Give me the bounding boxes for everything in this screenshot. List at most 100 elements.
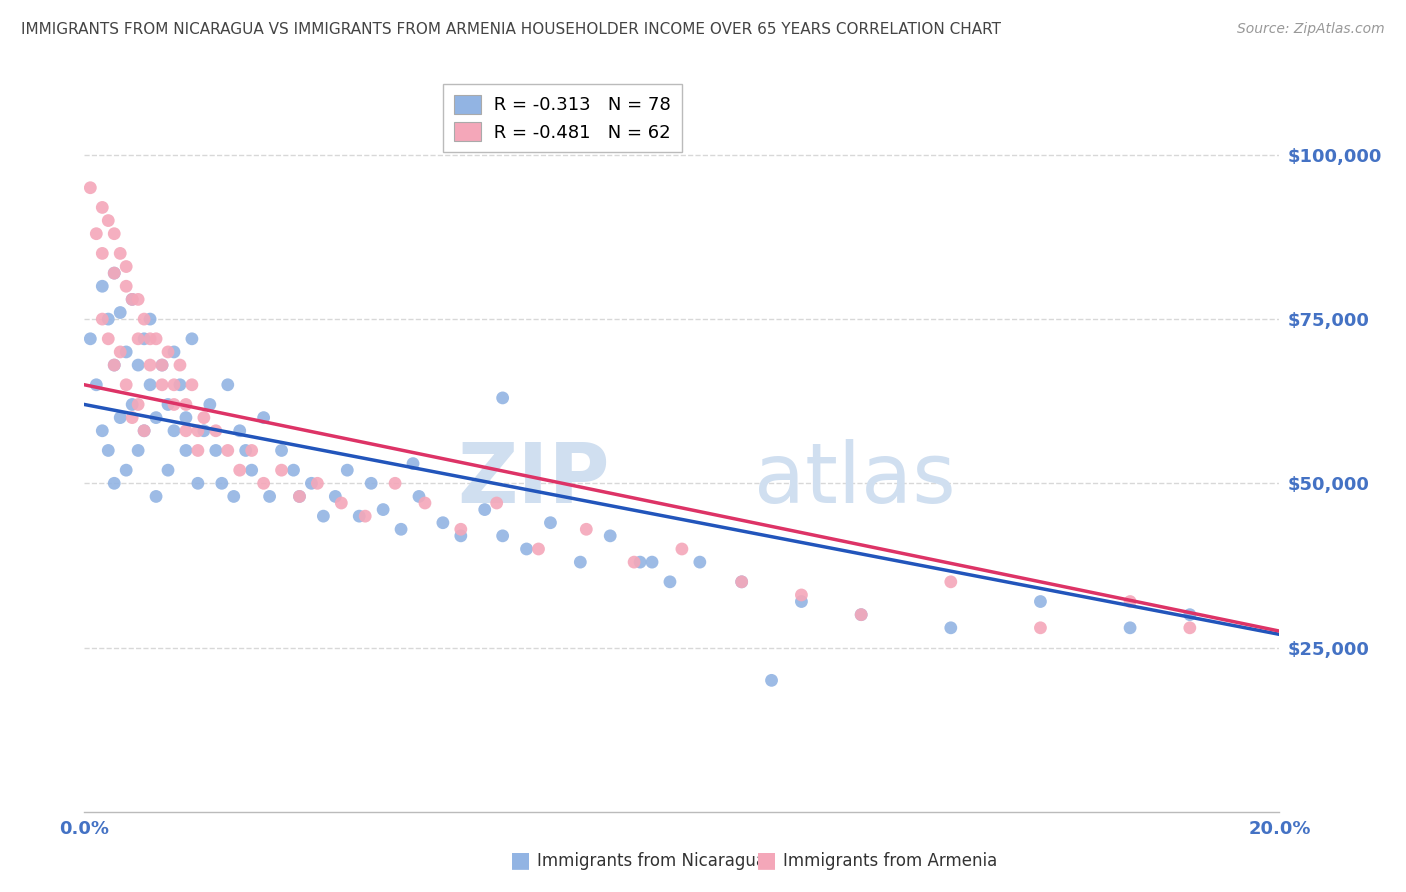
Point [198,397,221,411]
Point [450,522,472,536]
Point [731,574,754,589]
Point [205,443,228,458]
Text: ■: ■ [510,850,530,870]
Point [110,305,132,319]
Point [150,377,173,392]
Point [139,377,162,392]
Text: atlas: atlas [754,439,955,520]
Point [270,463,292,477]
Text: Source: ZipAtlas.com: Source: ZipAtlas.com [1237,22,1385,37]
Point [97,213,120,227]
Point [671,541,693,556]
Point [413,496,436,510]
Point [150,358,173,372]
Point [139,312,162,326]
Text: ■: ■ [756,850,776,870]
Point [301,476,323,491]
Point [121,293,143,307]
Point [127,293,149,307]
Point [169,358,191,372]
Point [97,332,120,346]
Point [492,529,515,543]
Point [121,397,143,411]
Point [91,246,114,260]
Point [79,332,101,346]
Point [1178,607,1201,622]
Point [110,345,132,359]
Point [91,279,114,293]
Point [307,476,329,491]
Point [127,332,149,346]
Point [91,201,114,215]
Point [516,541,538,556]
Point [689,555,711,569]
Point [115,260,138,274]
Point [222,490,245,504]
Point [217,377,239,392]
Point [110,246,132,260]
Point [474,502,496,516]
Point [492,391,515,405]
Point [288,490,311,504]
Point [659,574,682,589]
Point [939,574,962,589]
Point [485,496,508,510]
Point [97,443,120,458]
Point [540,516,562,530]
Point [103,358,125,372]
Point [145,410,167,425]
Point [139,332,162,346]
Point [623,555,645,569]
Point [761,673,783,688]
Point [330,496,353,510]
Point [253,476,276,491]
Point [228,424,252,438]
Point [139,358,162,372]
Point [408,490,430,504]
Point [240,463,263,477]
Point [79,180,101,194]
Point [389,522,412,536]
Point [384,476,406,491]
Point [851,607,873,622]
Point [1119,594,1142,608]
Point [193,410,215,425]
Point [253,410,276,425]
Point [169,377,191,392]
Point [174,410,197,425]
Point [115,377,138,392]
Point [325,490,347,504]
Point [575,522,598,536]
Point [115,345,138,359]
Point [132,332,156,346]
Point [163,397,186,411]
Point [1029,621,1052,635]
Point [402,457,425,471]
Point [354,509,377,524]
Point [163,345,186,359]
Point [110,410,132,425]
Point [569,555,592,569]
Point [527,541,550,556]
Point [103,227,125,241]
Point [91,424,114,438]
Point [127,443,149,458]
Point [150,358,173,372]
Point [86,227,108,241]
Point [939,621,962,635]
Point [641,555,664,569]
Point [211,476,233,491]
Point [228,463,252,477]
Point [1178,621,1201,635]
Point [91,312,114,326]
Point [157,345,180,359]
Point [103,358,125,372]
Point [349,509,371,524]
Point [790,594,813,608]
Point [132,312,156,326]
Point [132,424,156,438]
Point [181,332,204,346]
Point [132,424,156,438]
Point [360,476,382,491]
Point [336,463,359,477]
